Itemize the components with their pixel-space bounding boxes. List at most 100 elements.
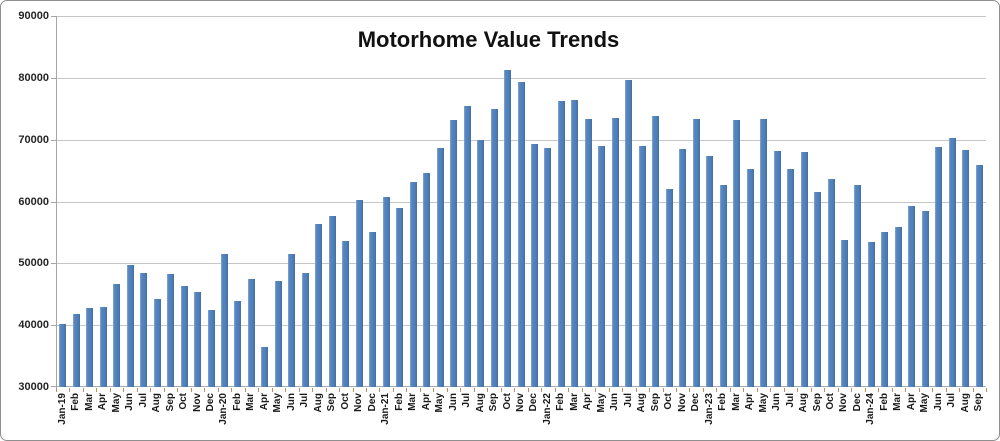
bar — [962, 150, 970, 387]
x-axis-tick — [918, 388, 920, 392]
bar — [800, 152, 808, 387]
x-axis-tick — [231, 388, 233, 392]
x-axis-tick — [190, 388, 192, 392]
bar — [342, 241, 350, 387]
gridline — [56, 77, 986, 79]
x-axis-labels: Jan-19 Feb Mar Apr May Jun Jul Aug Sep Oct Nov Dec J… — [56, 393, 989, 440]
x-axis-tick — [905, 388, 907, 392]
x-axis-tick — [217, 388, 219, 392]
x-axis-tick — [298, 388, 300, 392]
x-axis-tick — [824, 388, 826, 392]
bar — [328, 216, 336, 387]
x-axis-tick — [959, 388, 961, 392]
x-axis-tick — [312, 388, 314, 392]
x-axis-tick — [109, 388, 111, 392]
bar — [773, 151, 781, 387]
bar — [854, 185, 862, 387]
bar — [584, 119, 592, 387]
bar — [167, 274, 175, 387]
x-axis-tick — [366, 388, 367, 392]
y-axis-tick — [51, 201, 56, 203]
bar — [288, 254, 296, 387]
x-axis-tick — [136, 388, 138, 392]
bar — [652, 116, 660, 387]
bar — [814, 192, 822, 387]
x-axis-tick — [972, 388, 974, 392]
x-axis-tick — [676, 388, 677, 392]
y-axis-tick — [51, 325, 56, 327]
bar — [517, 82, 525, 387]
bar — [450, 120, 458, 387]
x-axis-label: Sep — [970, 393, 989, 440]
x-axis-tick — [150, 388, 152, 392]
x-axis-tick — [851, 388, 853, 392]
x-axis-tick — [756, 388, 758, 392]
bar — [220, 254, 228, 387]
bar — [72, 314, 80, 387]
x-axis-tick — [878, 388, 880, 392]
x-axis-tick — [285, 388, 287, 392]
bar — [840, 240, 848, 387]
x-axis-tick — [69, 388, 71, 392]
x-axis-tick — [325, 388, 327, 392]
x-axis-tick — [541, 388, 543, 392]
x-axis-tick — [945, 388, 947, 392]
bar — [665, 189, 673, 387]
x-axis-tick — [500, 388, 502, 392]
bar — [638, 146, 646, 387]
bar — [975, 165, 983, 387]
bar — [382, 197, 390, 387]
x-axis-tick — [729, 388, 731, 392]
bar — [315, 224, 323, 387]
x-axis-tick — [864, 388, 866, 392]
x-axis-tick — [581, 388, 583, 392]
bar — [679, 149, 687, 387]
x-axis-tick — [487, 388, 489, 392]
y-axis-tick — [51, 386, 56, 387]
bar — [301, 273, 309, 387]
x-axis-tick — [56, 388, 57, 392]
y-axis-tick — [51, 263, 56, 265]
x-axis-tick — [986, 388, 987, 392]
y-axis-label: 60000 — [18, 195, 49, 208]
bar — [59, 324, 67, 387]
x-axis-tick — [96, 388, 98, 392]
bar — [274, 281, 282, 387]
x-axis-tick — [743, 388, 745, 392]
x-axis-tick — [460, 388, 462, 392]
bar — [126, 265, 134, 387]
y-axis-label: 40000 — [18, 319, 49, 332]
bar — [530, 144, 538, 387]
x-axis-tick — [635, 388, 637, 392]
x-axis-tick — [932, 388, 934, 392]
x-axis-tick — [649, 388, 651, 392]
bar — [827, 179, 835, 387]
bar — [867, 242, 875, 387]
x-axis-tick — [622, 388, 624, 392]
bar — [396, 208, 404, 387]
x-axis-tick — [446, 388, 448, 392]
bar — [153, 299, 161, 387]
x-axis-tick — [783, 388, 785, 392]
bar — [894, 227, 902, 387]
bar — [369, 232, 377, 387]
bar — [247, 279, 255, 387]
y-axis-label: 70000 — [18, 133, 49, 146]
bar — [113, 284, 121, 387]
bar — [921, 211, 929, 387]
y-axis-label: 80000 — [18, 71, 49, 84]
bar — [261, 347, 269, 387]
bar — [706, 156, 714, 387]
x-axis-tick — [258, 388, 260, 392]
x-axis-tick — [608, 388, 610, 392]
y-axis-tick — [51, 16, 56, 17]
bar — [544, 148, 552, 387]
bar — [463, 106, 471, 387]
x-axis-tick — [177, 388, 179, 392]
bar — [207, 310, 215, 387]
y-axis-label: 50000 — [18, 257, 49, 270]
x-axis-tick — [82, 388, 84, 392]
x-axis-tick — [689, 388, 691, 392]
bar — [557, 101, 565, 387]
y-axis-line — [56, 16, 57, 392]
